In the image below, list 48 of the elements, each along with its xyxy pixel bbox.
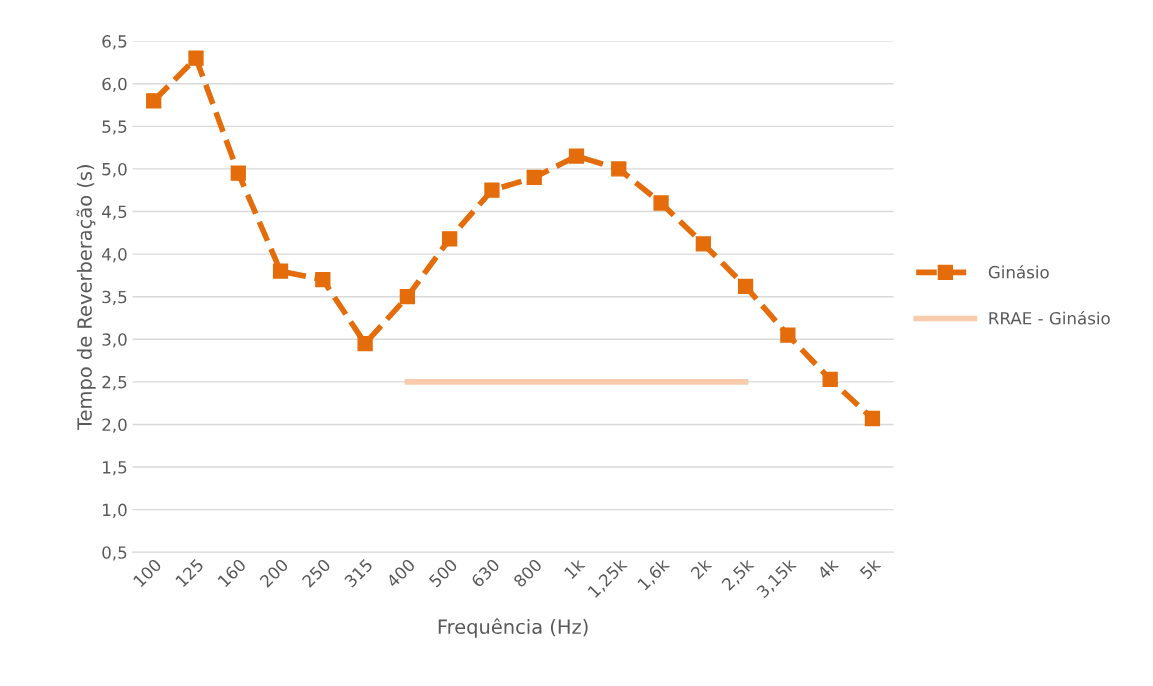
x-tick-label: 500	[428, 558, 459, 588]
point	[442, 231, 458, 247]
point	[653, 195, 669, 211]
y-tick-label: 1,5	[103, 461, 127, 476]
y-tick-label: 0,5	[102, 546, 127, 561]
point	[780, 327, 796, 343]
point	[526, 169, 542, 186]
point	[146, 93, 162, 109]
y-tick-label: 6,0	[102, 77, 127, 93]
y-tick-label: 6,5	[102, 35, 127, 50]
x-tick-label: 250	[301, 558, 332, 588]
point	[864, 410, 881, 427]
x-tick-label: 200	[259, 558, 289, 588]
legend-label: Ginásio	[988, 264, 1049, 279]
point	[484, 182, 500, 198]
point	[568, 148, 585, 164]
point	[272, 263, 289, 279]
x-tick-label: 125	[175, 558, 205, 588]
x-tick-label: 100	[132, 558, 163, 588]
point	[737, 278, 754, 295]
x-axis-title: Frequência (Hz)	[438, 618, 588, 638]
y-tick-label: 5,0	[102, 162, 127, 178]
point	[230, 165, 246, 181]
y-tick-label: 4,0	[102, 248, 127, 263]
y-tick-label: 5,5	[102, 120, 127, 135]
x-tick-label: 160	[217, 558, 247, 588]
y-tick-label: 1,0	[103, 503, 127, 518]
point	[695, 236, 711, 252]
y-axis-title: Tempo de Reverberação (s)	[76, 165, 96, 431]
y-tick-label: 2,5	[102, 375, 127, 391]
point	[822, 371, 838, 387]
point	[315, 272, 331, 288]
y-tick-label: 4,5	[102, 205, 127, 220]
x-tick-label: 2k	[689, 557, 713, 580]
x-tick-label: 1k	[563, 557, 586, 580]
y-tick-label: 3,0	[102, 333, 127, 348]
point	[188, 50, 204, 66]
y-tick-label: 3,5	[102, 290, 127, 305]
x-tick-label: 4k	[816, 557, 840, 580]
point	[399, 289, 416, 305]
x-tick-label: 5k	[859, 557, 882, 580]
legend-label: RRAE - Ginásio	[989, 311, 1110, 325]
point	[611, 161, 627, 177]
x-tick-label: 800	[512, 558, 543, 588]
y-tick-label: 2,0	[102, 418, 127, 433]
x-tick-label: 630	[470, 558, 501, 588]
x-tick-label: 400	[385, 558, 416, 589]
point	[357, 335, 373, 352]
